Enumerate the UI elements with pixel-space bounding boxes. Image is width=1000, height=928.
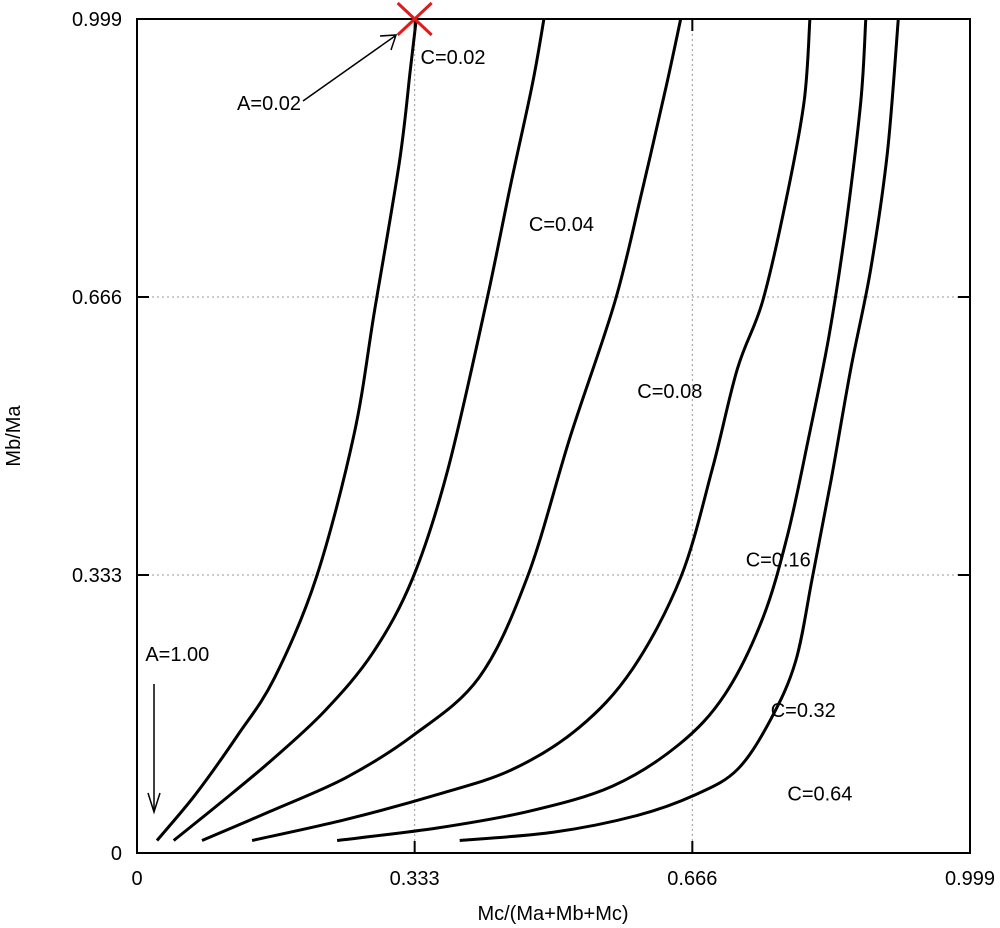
annotation-label-7: A=0.02 <box>237 93 301 115</box>
tick-marks <box>136 18 971 854</box>
annotation-label-6: C=0.64 <box>787 783 852 805</box>
x-tick-label: 0 <box>131 868 142 890</box>
y-tick-label: 0.666 <box>72 287 122 309</box>
y-tick-label: 0.999 <box>72 9 122 31</box>
series-line-1 <box>155 18 418 842</box>
x-tick-label: 0.666 <box>667 868 717 890</box>
x-axis-label: Mc/(Ma+Mb+Mc) <box>477 903 628 925</box>
x-tick-labels: 0 0.333 0.666 0.999 <box>131 868 995 890</box>
curve-labels: C=0.02 C=0.04 C=0.08 C=0.16 C=0.32 C=0.64 A=0.… <box>145 47 852 805</box>
series-line-2 <box>172 18 546 842</box>
annotation-label-1: C=0.02 <box>421 47 486 69</box>
series-line-4 <box>251 18 812 842</box>
arrow-a100-head <box>147 792 161 815</box>
series-line-6 <box>459 18 900 842</box>
x-tick-label: 0.333 <box>390 868 440 890</box>
arrow-a002-shaft <box>302 35 396 102</box>
annotation-label-8: A=1.00 <box>145 644 209 666</box>
arrows <box>147 34 398 815</box>
annotation-label-2: C=0.04 <box>529 214 594 236</box>
y-tick-labels: 0 0.333 0.666 0.999 <box>72 9 122 865</box>
series-line-5 <box>336 18 868 842</box>
arrow-a002-head <box>379 34 398 51</box>
annotation-label-5: C=0.32 <box>771 700 836 722</box>
annotation-label-4: C=0.16 <box>746 550 811 572</box>
red-x-marker <box>396 1 433 37</box>
curves <box>155 18 900 842</box>
y-tick-label: 0.333 <box>72 565 122 587</box>
y-tick-label: 0 <box>111 843 122 865</box>
gridlines <box>137 19 970 853</box>
y-axis-label: Mb/Ma <box>3 405 25 467</box>
plot-frame <box>136 18 971 854</box>
series-line-3 <box>201 18 683 842</box>
marker-stroke-2 <box>396 1 433 37</box>
x-tick-label: 0.999 <box>945 868 995 890</box>
annotation-label-3: C=0.08 <box>637 381 702 403</box>
